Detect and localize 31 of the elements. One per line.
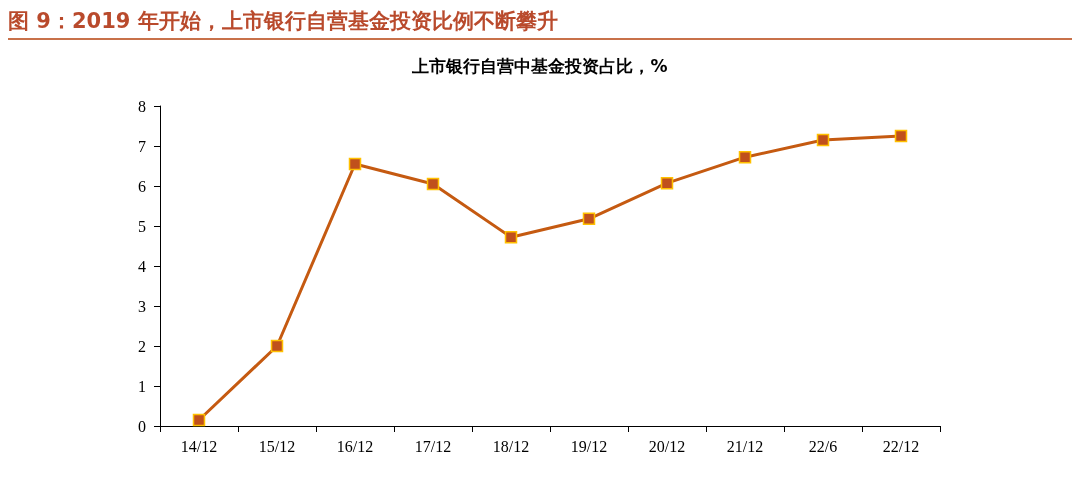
x-tick-label: 16/12 <box>336 437 374 455</box>
point <box>270 339 284 353</box>
point <box>816 133 830 147</box>
point <box>348 157 362 171</box>
x-tick-label: 22/6 <box>808 437 838 455</box>
y-tick-label: 7 <box>138 137 146 155</box>
y-tick-label: 4 <box>138 257 146 275</box>
y-tick-label: 8 <box>138 97 146 115</box>
x-tick-label: 20/12 <box>648 437 686 455</box>
x-tick-label: 15/12 <box>258 437 296 455</box>
point <box>738 150 752 164</box>
x-tick-label: 18/12 <box>492 437 530 455</box>
point <box>504 230 518 244</box>
x-tick-label: 14/12 <box>180 437 218 455</box>
point <box>582 212 596 226</box>
point <box>894 129 908 143</box>
y-tick-label: 6 <box>138 177 146 195</box>
y-tick-label: 2 <box>138 337 146 355</box>
y-tick-label: 5 <box>138 217 146 235</box>
x-tick-label: 21/12 <box>726 437 764 455</box>
y-tick-label: 1 <box>138 377 146 395</box>
chart-title: 图 9：2019 年开始，上市银行自营基金投资比例不断攀升 <box>8 4 1072 40</box>
y-tick-label: 0 <box>138 417 146 435</box>
chart-subtitle: 上市银行自营中基金投资占比，% <box>411 55 668 76</box>
point <box>660 176 674 190</box>
point <box>192 413 206 427</box>
x-tick-label: 17/12 <box>414 437 452 455</box>
x-tick-label: 22/12 <box>882 437 920 455</box>
y-tick-label: 3 <box>138 297 146 315</box>
point <box>426 177 440 191</box>
x-tick-label: 19/12 <box>570 437 608 455</box>
